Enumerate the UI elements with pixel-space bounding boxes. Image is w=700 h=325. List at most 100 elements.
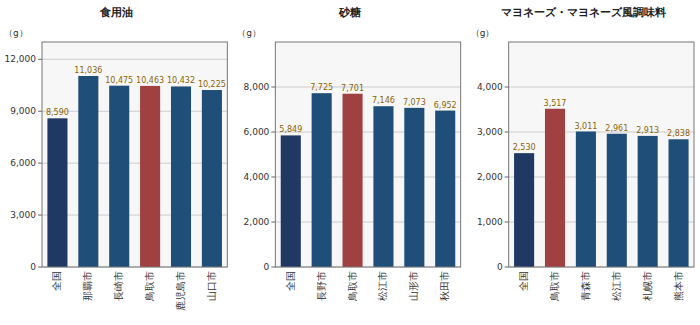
data-label: 10,463: [136, 76, 164, 85]
tick-mark: [38, 267, 42, 268]
bar: [607, 134, 627, 267]
y-tick-label: 2,000: [477, 172, 503, 182]
grid-line: [509, 222, 694, 223]
data-label: 7,073: [403, 98, 426, 107]
x-tick-label: 長崎市: [113, 271, 124, 301]
chart-panel: 02,0004,0006,0008,0005,8497,7257,7017,14…: [237, 6, 460, 302]
y-tick-label: 6,000: [244, 127, 270, 137]
bar: [545, 109, 565, 267]
bar: [343, 94, 363, 267]
grid-line: [42, 111, 227, 112]
data-label: 10,432: [167, 76, 195, 85]
unit-label: （g）: [471, 28, 495, 38]
plot-frame: [509, 42, 694, 267]
y-tick-label: 1,000: [477, 217, 503, 227]
grid-line: [275, 132, 460, 133]
bar: [140, 86, 160, 267]
y-tick-label: 4,000: [244, 172, 270, 182]
data-label: 2,961: [605, 124, 628, 133]
x-tick-label: 全国: [51, 271, 62, 291]
data-label: 3,011: [574, 122, 597, 131]
grid-line: [42, 59, 227, 60]
bar: [171, 86, 191, 267]
tick-mark: [271, 267, 275, 268]
data-label: 11,036: [74, 66, 102, 75]
x-tick-label: 松江市: [611, 271, 622, 301]
data-label: 6,952: [434, 101, 457, 110]
bar: [435, 111, 455, 267]
grid-line: [509, 87, 694, 88]
tick-mark: [505, 177, 509, 178]
x-tick-label: 札幌市: [642, 271, 653, 301]
grid-line: [275, 222, 460, 223]
x-tick-label: 全国: [285, 271, 296, 291]
y-tick-label: 3,000: [477, 127, 503, 137]
bar: [109, 86, 129, 267]
grid-line: [275, 177, 460, 178]
chart-panel: 03,0006,0009,00012,0008,59011,03610,4751…: [4, 6, 227, 311]
x-tick-label: 鳥取市: [144, 271, 155, 302]
bars: [281, 93, 456, 267]
data-label: 7,701: [341, 84, 364, 93]
x-tick-label: 山口市: [206, 271, 217, 301]
y-tick-label: 0: [264, 262, 270, 272]
bar: [669, 139, 689, 267]
plot-area: [275, 42, 460, 267]
bar: [47, 118, 67, 267]
grid-line: [42, 163, 227, 164]
y-tick-label: 12,000: [5, 54, 37, 64]
tick-mark: [38, 215, 42, 216]
y-tick-label: 6,000: [10, 158, 36, 168]
chart-title: 砂糖: [338, 6, 361, 19]
x-tick-label: 那覇市: [82, 271, 93, 301]
tick-mark: [271, 87, 275, 88]
data-label: 7,725: [310, 83, 333, 92]
tick-mark: [505, 132, 509, 133]
bar: [373, 106, 393, 267]
x-tick-label: 全国: [518, 271, 529, 291]
data-label: 3,517: [544, 99, 567, 108]
plot-area: [42, 42, 227, 267]
y-tick-label: 0: [497, 262, 503, 272]
grid-line: [509, 177, 694, 178]
tick-mark: [271, 222, 275, 223]
figure: 03,0006,0009,00012,0008,59011,03610,4751…: [0, 0, 700, 325]
bar: [404, 108, 424, 267]
bar: [312, 93, 332, 267]
tick-mark: [505, 267, 509, 268]
data-label: 2,838: [667, 129, 690, 138]
x-tick-label: 秋田市: [439, 271, 450, 301]
y-tick-label: 8,000: [244, 82, 270, 92]
data-label: 2,913: [636, 126, 659, 135]
x-tick-label: 鹿児島市: [175, 271, 186, 311]
data-label: 5,849: [279, 125, 302, 134]
data-label: 10,225: [198, 80, 226, 89]
tick-mark: [38, 59, 42, 60]
data-label: 8,590: [46, 108, 69, 117]
tick-mark: [38, 111, 42, 112]
x-tick-label: 松江市: [377, 271, 388, 301]
x-tick-label: 鳥取市: [549, 271, 560, 302]
plot-frame: [275, 42, 460, 267]
x-tick-label: 熊本市: [673, 271, 684, 301]
plot-frame: [42, 42, 227, 267]
y-tick-label: 2,000: [244, 217, 270, 227]
bar: [78, 76, 98, 267]
data-label: 10,475: [105, 76, 133, 85]
x-tick-label: 鳥取市: [347, 271, 358, 302]
tick-mark: [271, 132, 275, 133]
grid-line: [42, 215, 227, 216]
bar: [281, 135, 301, 267]
bars: [47, 76, 222, 267]
bar: [576, 132, 596, 267]
tick-mark: [38, 163, 42, 164]
tick-mark: [271, 177, 275, 178]
y-tick-label: 3,000: [10, 210, 36, 220]
data-label: 2,530: [513, 143, 536, 152]
y-tick-label: 9,000: [10, 106, 36, 116]
x-tick-label: 青森市: [580, 271, 591, 301]
y-tick-label: 0: [30, 262, 36, 272]
x-tick-label: 長野市: [316, 271, 327, 301]
unit-label: （g）: [237, 28, 261, 38]
tick-mark: [505, 87, 509, 88]
